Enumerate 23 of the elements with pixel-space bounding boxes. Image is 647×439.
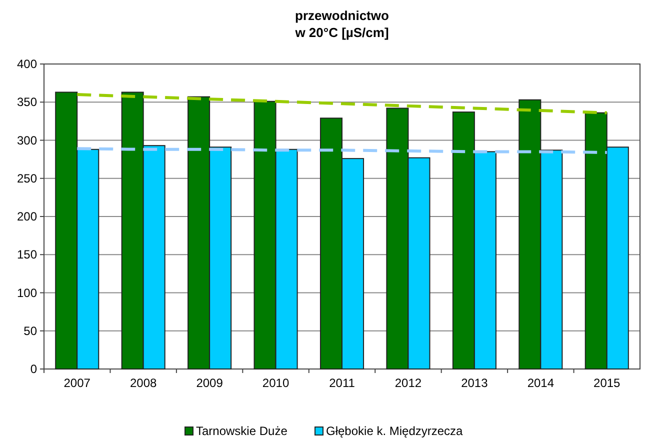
y-tick-label: 400 xyxy=(16,57,38,71)
x-tick-label: 2015 xyxy=(594,376,621,390)
x-tick-label: 2013 xyxy=(461,376,488,390)
y-tick-label: 200 xyxy=(16,210,38,224)
y-tick-label: 100 xyxy=(16,286,38,300)
y-tick-label: 150 xyxy=(16,248,38,262)
chart-subtitle: w 20°C [µS/cm] xyxy=(294,25,389,40)
x-tick-label: 2008 xyxy=(130,376,158,390)
legend-label: Tarnowskie Duże xyxy=(196,424,288,438)
y-tick-label: 50 xyxy=(24,324,38,338)
chart-title: przewodnictwo xyxy=(295,8,389,23)
x-tick-label: 2011 xyxy=(329,376,356,390)
x-tick-label: 2014 xyxy=(527,376,554,390)
y-tick-label: 0 xyxy=(30,362,38,376)
x-tick-label: 2009 xyxy=(196,376,224,390)
y-tick-label: 250 xyxy=(16,171,38,186)
x-tick-label: 2010 xyxy=(262,376,290,390)
line-series xyxy=(76,93,608,114)
y-tick-label: 300 xyxy=(16,133,38,148)
x-tick-label: 2007 xyxy=(64,376,91,390)
y-tick-label: 350 xyxy=(16,95,38,110)
legend-label: Głębokie k. Międzyrzecza xyxy=(326,424,464,438)
x-tick-label: 2012 xyxy=(394,376,422,390)
